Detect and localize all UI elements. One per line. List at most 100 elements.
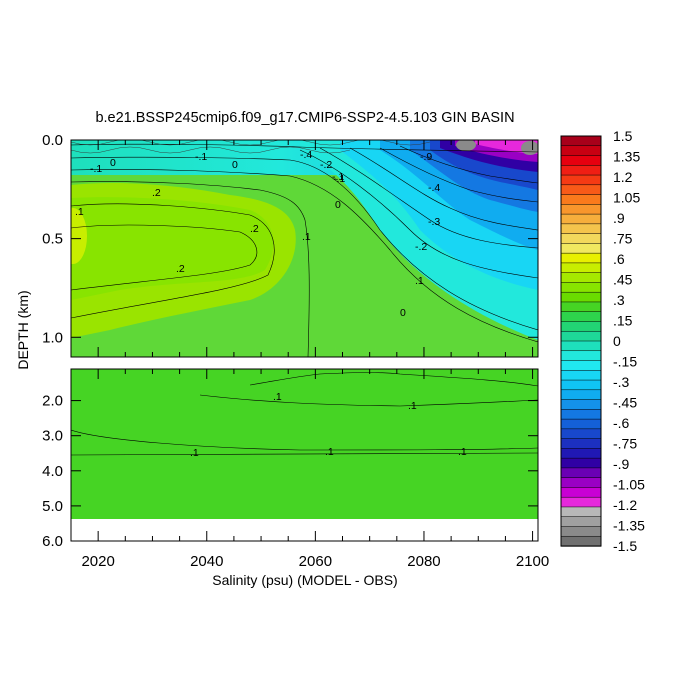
y-tick-label: 0.0 [42,132,63,149]
colorbar-swatch [560,233,602,245]
lower-y-axis: 2.0 3.0 4.0 5.0 6.0 [42,393,538,550]
lower-contour-labels: .1 .1 .1 .1 .1 [190,391,467,459]
colorbar-swatch [560,535,602,547]
contour-label: .1 [302,231,311,243]
y-axis-label: DEPTH (km) [15,290,31,369]
colorbar-swatch [560,418,602,430]
colorbar-swatch [560,213,602,225]
y-tick-label: 2.0 [42,393,63,410]
contour-label: .1 [190,447,199,459]
colorbar-label: -1.5 [613,538,637,554]
x-tick-label: 2080 [407,553,440,570]
colorbar-swatch [560,145,602,157]
colorbar-swatch [560,155,602,166]
colorbar-swatch [560,330,602,342]
colorbar: 1.5 1.35 1.2 1.05 .9 .75 .6 .45 .3 .15 0 -.15 -.3 -.4… [560,128,645,554]
x-axis: 2020 2040 2060 2080 2100 [70,140,549,570]
colorbar-swatch [560,135,602,147]
y-tick-label: 0.5 [42,231,63,248]
contour-label: .1 [325,446,334,458]
upper-panel-frame [70,139,539,358]
colorbar-label: -1.2 [613,497,637,513]
colorbar-label: -.3 [613,374,630,390]
contour-label: 0 [335,199,341,211]
contour-label: 0 [400,307,406,319]
colorbar-label: -1.05 [613,477,645,493]
lower-panel-frame [70,368,539,542]
contour-label: -.2 [415,241,427,253]
colorbar-label: .75 [613,231,633,247]
contour-label: .2 [176,263,185,275]
colorbar-label: -.9 [613,456,630,472]
colorbar-swatch [560,252,602,264]
colorbar-label: 1.5 [613,128,633,144]
colorbar-swatch [560,291,602,303]
colorbar-swatch [560,457,602,469]
colorbar-swatch [560,496,602,508]
colorbar-swatch [560,243,602,254]
contour-label: .1 [408,400,417,412]
x-tick-label: 2100 [516,553,549,570]
lower-panel-plot-area [71,369,538,519]
contour-label: .1 [273,391,282,403]
y-tick-label: 1.0 [42,329,63,346]
upper-y-axis: 0.0 0.5 1.0 [42,132,538,346]
colorbar-swatch [560,526,602,537]
colorbar-swatch [560,438,602,450]
upper-contour-labels: 0 -.1 -.4 -.2 -.1 0 -.9 -.1 .1 .1 .2 .2 … [75,149,440,319]
colorbar-label: .9 [613,210,625,226]
colorbar-swatch [560,350,602,362]
contour-label: -.1 [332,171,344,183]
colorbar-label: -.75 [613,436,637,452]
lower-panel-white-gap [71,519,538,541]
colorbar-label: 1.2 [613,169,633,185]
contour-label: -.1 [333,173,345,185]
colorbar-swatch [560,389,602,401]
colorbar-swatch [560,282,602,293]
x-axis-label: Salinity (psu) (MODEL - OBS) [212,572,397,588]
contour-label: -.4 [300,149,312,161]
colorbar-swatch [560,204,602,215]
colorbar-swatch [560,174,602,186]
colorbar-label: -.6 [613,415,630,431]
colorbar-swatch [560,360,602,371]
colorbar-swatch [560,487,602,498]
contour-label: -.1 [195,151,207,163]
contour-label: .2 [152,187,161,199]
colorbar-swatch [560,165,602,176]
contour-label: 0 [110,157,116,169]
colorbar-swatch [560,184,602,196]
contour-label: -.3 [428,216,440,228]
colorbar-swatch [560,448,602,459]
contour-label: .1 [415,275,424,287]
contour-label: .1 [458,446,467,458]
colorbar-swatch [560,321,602,332]
colorbar-label: -1.35 [613,518,645,534]
colorbar-swatch [560,399,602,410]
colorbar-label: 1.05 [613,190,640,206]
colorbar-swatch [560,223,602,235]
colorbar-label: 0 [613,333,621,349]
colorbar-swatch [560,370,602,381]
colorbar-swatch [560,379,602,391]
y-tick-label: 3.0 [42,428,63,445]
colorbar-label: .45 [613,272,633,288]
colorbar-swatch [560,428,602,440]
contour-label: -.1 [90,163,102,175]
contour-label: -.4 [428,182,440,194]
colorbar-swatch [560,516,602,528]
colorbar-label: 1.35 [613,149,640,165]
colorbar-swatch [560,311,602,323]
contour-label: .2 [250,223,259,235]
colorbar-label: .6 [613,251,625,267]
contour-label: -.2 [320,159,332,171]
colorbar-swatch [560,194,602,205]
colorbar-label: -.45 [613,395,637,411]
upper-panel-plot-area [71,140,538,357]
colorbar-swatch [560,272,602,284]
chart-title: b.e21.BSSP245cmip6.f09_g17.CMIP6-SSP2-4.… [95,110,514,126]
y-tick-label: 6.0 [42,533,63,550]
colorbar-label: -.15 [613,354,637,370]
colorbar-swatch [560,262,602,274]
